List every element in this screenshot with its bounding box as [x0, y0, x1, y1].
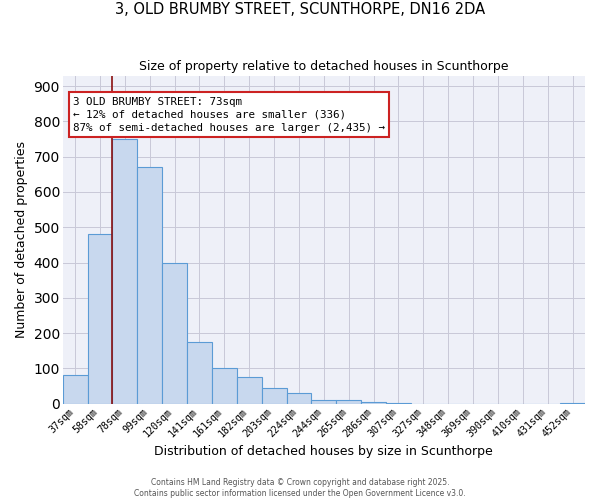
Y-axis label: Number of detached properties: Number of detached properties [15, 141, 28, 338]
Text: 3 OLD BRUMBY STREET: 73sqm
← 12% of detached houses are smaller (336)
87% of sem: 3 OLD BRUMBY STREET: 73sqm ← 12% of deta… [73, 96, 385, 133]
Bar [287, 393, 311, 404]
Bar [386, 402, 411, 404]
Bar [88, 234, 112, 404]
Bar [262, 388, 287, 404]
Bar [237, 377, 262, 404]
Bar [162, 262, 187, 404]
Bar [336, 400, 361, 404]
Bar [187, 342, 212, 404]
Bar [212, 368, 237, 404]
Bar [137, 168, 162, 404]
Text: 3, OLD BRUMBY STREET, SCUNTHORPE, DN16 2DA: 3, OLD BRUMBY STREET, SCUNTHORPE, DN16 2… [115, 2, 485, 18]
Bar [311, 400, 336, 404]
Title: Size of property relative to detached houses in Scunthorpe: Size of property relative to detached ho… [139, 60, 509, 73]
Bar [560, 402, 585, 404]
X-axis label: Distribution of detached houses by size in Scunthorpe: Distribution of detached houses by size … [154, 444, 493, 458]
Bar [361, 402, 386, 404]
Text: Contains HM Land Registry data © Crown copyright and database right 2025.
Contai: Contains HM Land Registry data © Crown c… [134, 478, 466, 498]
Bar [112, 139, 137, 404]
Bar [63, 376, 88, 404]
